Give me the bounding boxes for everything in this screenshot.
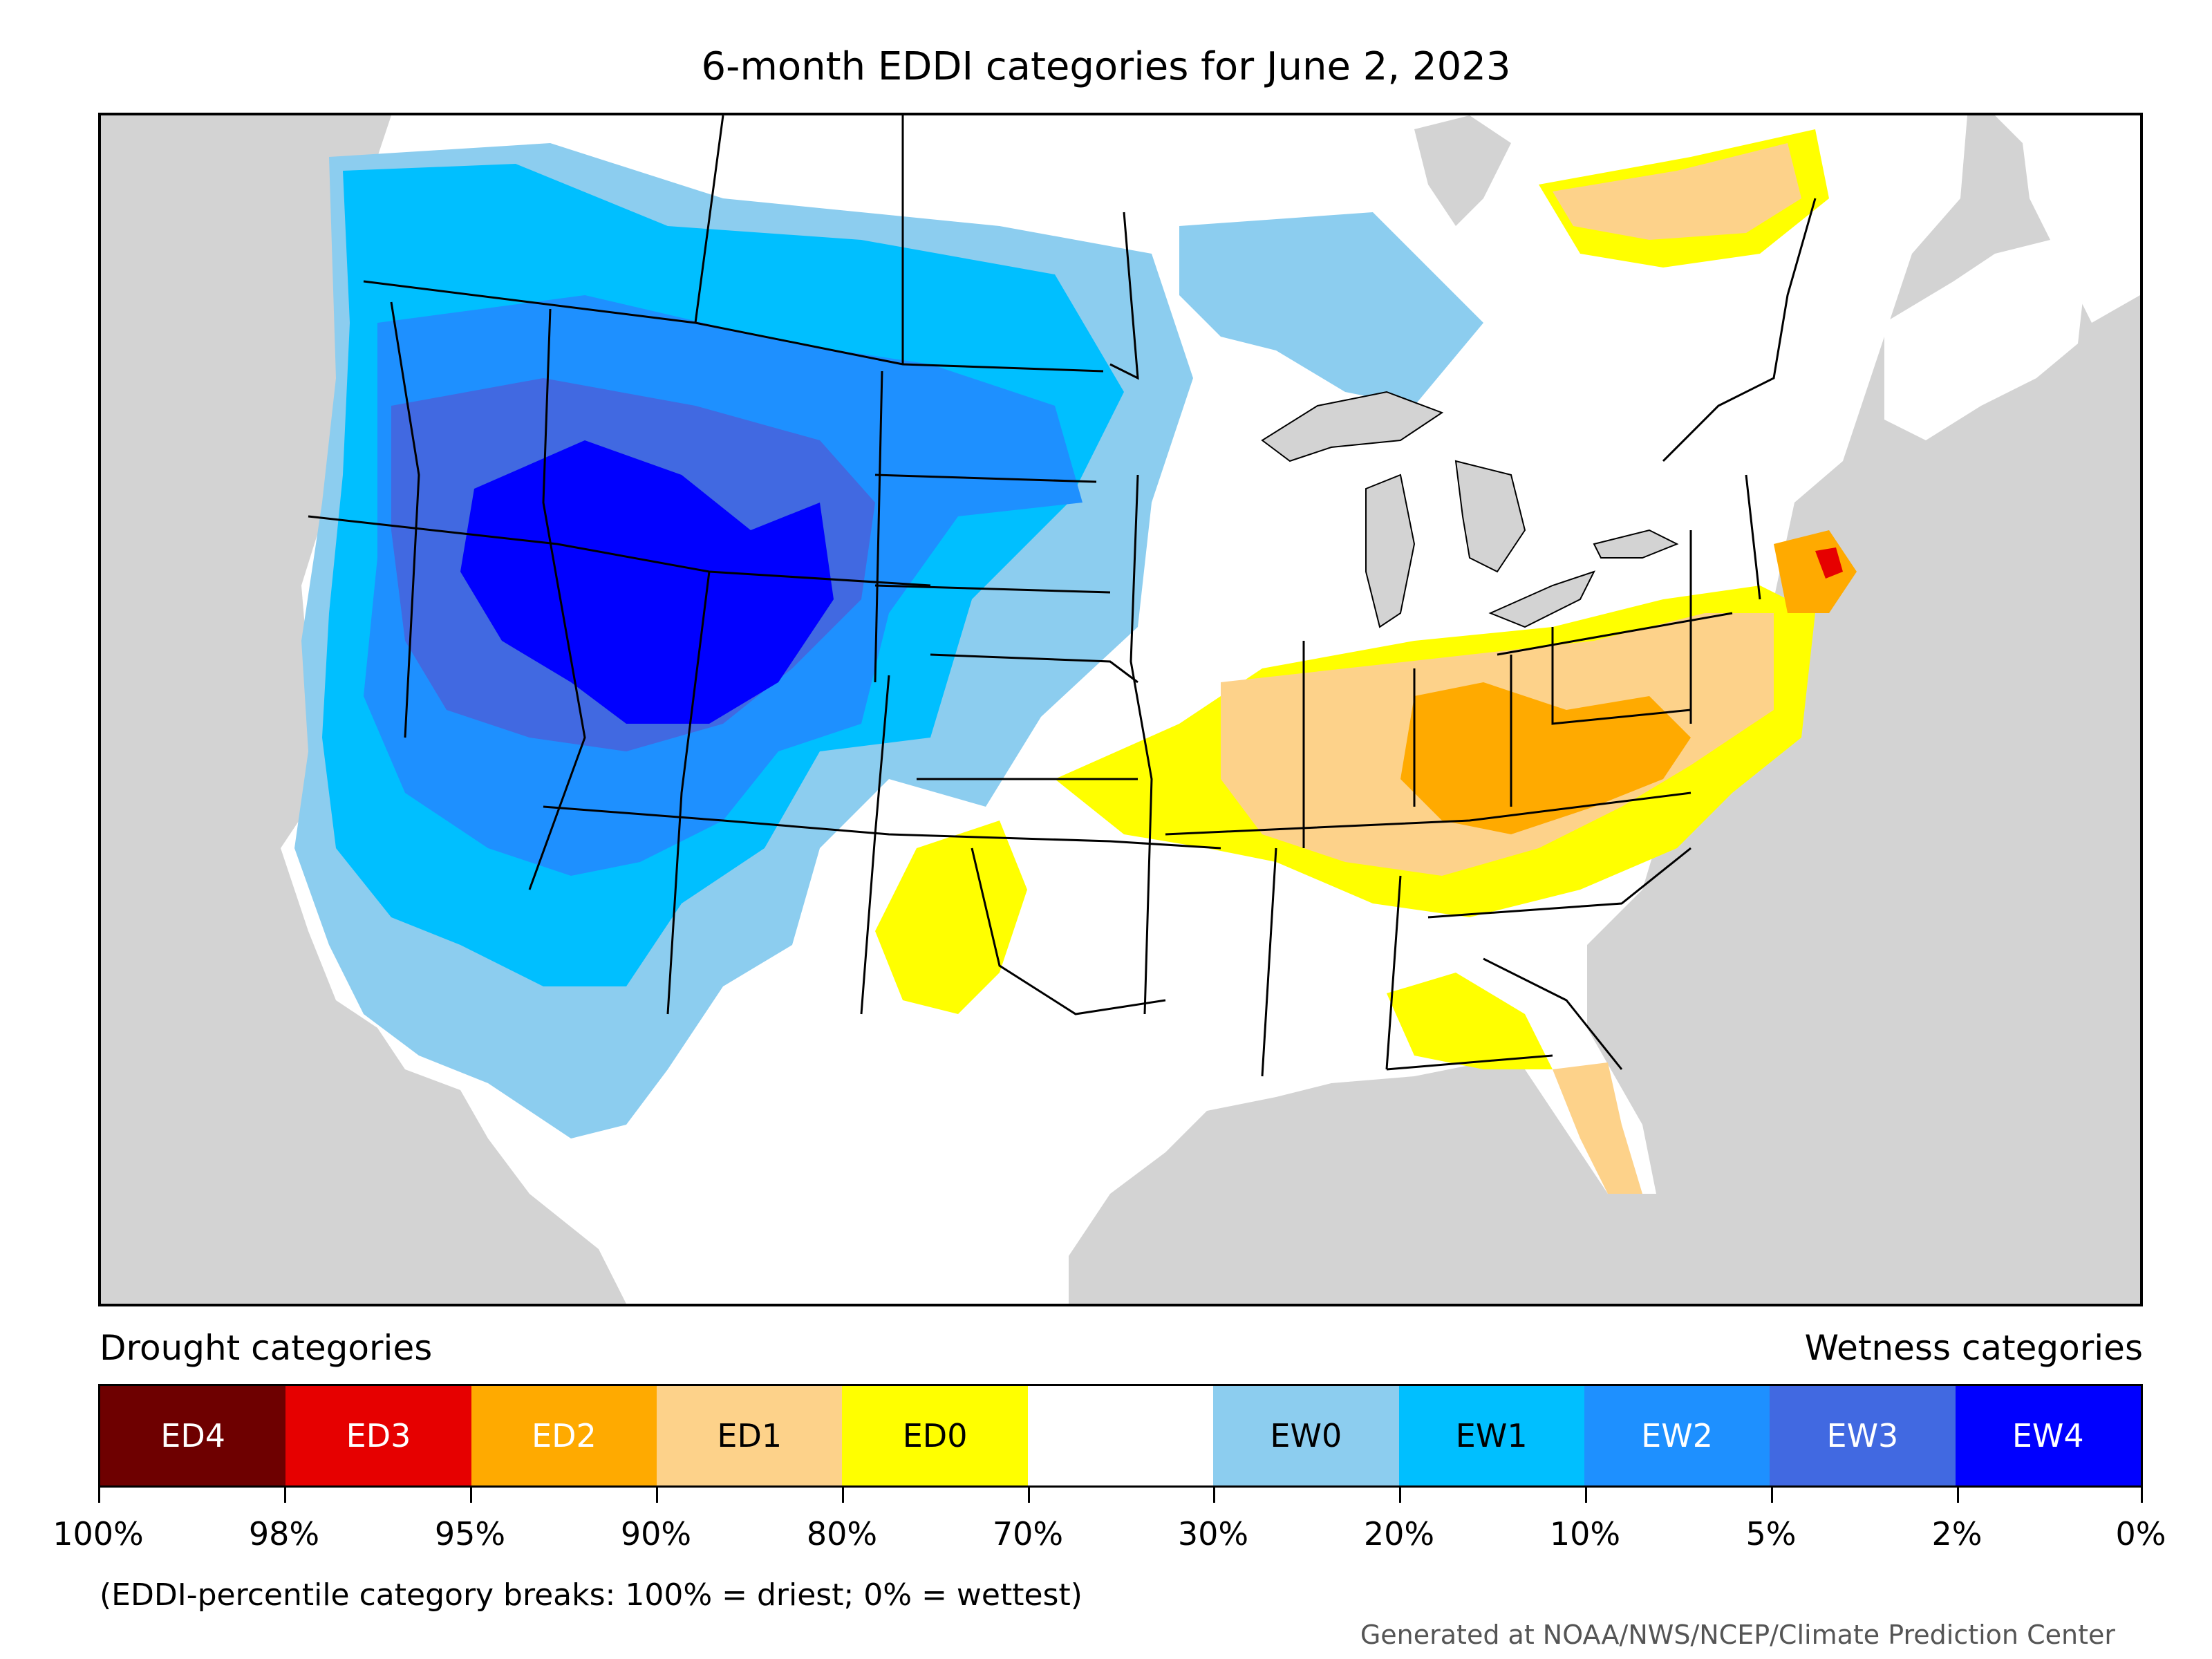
lake-michigan [1365,474,1416,628]
region-ew4-west [460,440,834,724]
category-colorbar: ED4 ED3 ED2 ED1 ED0 EW0 EW1 EW2 EW3 EW4 [98,1384,2143,1488]
colorbar-cell-ed3: ED3 [285,1386,471,1485]
drought-categories-header: Drought categories [100,1328,433,1368]
region-ed2-ohio-valley [1400,682,1691,834]
region-ed1-quebec [1553,143,1801,240]
colorbar-tick-label: 80% [806,1515,878,1553]
colorbar-tick-label: 0% [2115,1515,2166,1553]
map-title: 6-month EDDI categories for June 2, 2023 [701,44,1511,89]
colorbar-cell-ew2: EW2 [1584,1386,1770,1485]
wetness-categories-header: Wetness categories [1804,1328,2143,1368]
colorbar-cell-ed1: ED1 [657,1386,843,1485]
eddi-map [98,113,2143,1306]
colorbar-cell-ew3: EW3 [1770,1386,1956,1485]
lake-ontario [1593,529,1679,559]
lake-superior [1261,391,1444,462]
colorbar-tick-label: 90% [620,1515,692,1553]
james-bay [1414,115,1511,226]
colorbar-tick-label: 100% [53,1515,144,1553]
colorbar-tick-label: 95% [434,1515,506,1553]
colorbar-cell-ed2: ED2 [471,1386,657,1485]
colorbar-tick-label: 98% [248,1515,320,1553]
colorbar-tick-label: 70% [992,1515,1064,1553]
political-boundaries [308,115,1817,1077]
colorbar-tick-label: 2% [1931,1515,1983,1553]
credit-text: Generated at NOAA/NWS/NCEP/Climate Predi… [1360,1620,2115,1650]
region-ed0-southeast [1387,973,1553,1069]
colorbar-tick [1957,1488,1959,1503]
us-map-svg [101,115,2140,1304]
colorbar-tick-label: 10% [1549,1515,1621,1553]
colorbar-tick [1028,1488,1030,1503]
colorbar-cell-ew1: EW1 [1398,1386,1584,1485]
colorbar-tick [656,1488,658,1503]
colorbar-cell-ed0: ED0 [842,1386,1028,1485]
colorbar-tick [470,1488,472,1503]
region-ed3-northeast [1815,547,1843,579]
colorbar-tick [1213,1488,1215,1503]
region-ed2-northeast [1774,530,1857,613]
colorbar-tick-label: 20% [1363,1515,1435,1553]
colorbar-tick [98,1488,100,1503]
colorbar-cell-ew0: EW0 [1213,1386,1399,1485]
colorbar-tick [2141,1488,2143,1503]
lake-erie [1488,570,1595,628]
colorbar-tick [842,1488,844,1503]
colorbar-tick [1399,1488,1401,1503]
colorbar-tick-label: 30% [1177,1515,1249,1553]
region-ew0-canada [1179,212,1483,406]
lake-huron [1454,460,1526,573]
region-ed0-southwest [875,821,1027,1014]
maritimes-land [1884,240,2085,440]
colorbar-tick [284,1488,286,1503]
colorbar-tick [1585,1488,1587,1503]
region-ed1-florida [1553,1062,1642,1194]
colorbar-tick [1771,1488,1773,1503]
percentile-note: (EDDI-percentile category breaks: 100% =… [100,1577,1082,1613]
colorbar-tick-label: 5% [1745,1515,1797,1553]
colorbar-cell-neutral [1027,1386,1214,1485]
colorbar-cell-ed4: ED4 [100,1386,286,1485]
colorbar-cell-ew4: EW4 [1955,1386,2141,1485]
colorbar-ticks: 100% 98% 95% 90% 80% 70% 30% 20% 10% 5% 2% 0% [53,1488,2166,1571]
